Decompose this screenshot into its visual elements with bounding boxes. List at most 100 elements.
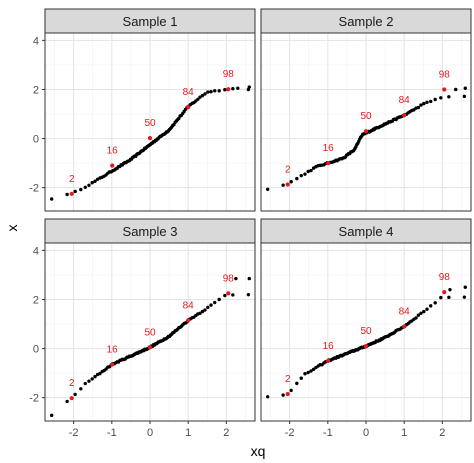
data-point xyxy=(429,304,433,308)
percentile-point xyxy=(285,391,290,397)
y-axis-ticks: -2 0 2 4 -2 0 2 4 xyxy=(29,35,45,405)
data-point xyxy=(429,99,433,104)
data-point xyxy=(87,183,91,187)
data-point xyxy=(73,189,77,194)
data-point xyxy=(231,87,235,91)
y-tick-label: 4 xyxy=(33,245,39,257)
percentile-point xyxy=(110,163,115,168)
percentile-label: 16 xyxy=(107,146,119,157)
percentile-label: 2 xyxy=(285,374,291,385)
data-point xyxy=(309,369,313,373)
data-point xyxy=(234,276,238,281)
percentile-label: 50 xyxy=(360,111,372,122)
percentile-label: 50 xyxy=(144,327,156,338)
data-point xyxy=(311,367,316,371)
x-tick-label: -2 xyxy=(69,427,79,439)
y-tick-label: 0 xyxy=(33,134,39,146)
percentile-point xyxy=(285,182,290,187)
x-tick-label: 1 xyxy=(185,427,191,439)
data-point xyxy=(299,376,303,380)
data-point xyxy=(90,377,94,381)
facet-strip xyxy=(260,8,472,34)
data-point xyxy=(236,86,240,90)
percentile-label: 98 xyxy=(223,273,235,284)
data-point xyxy=(206,90,210,94)
data-point xyxy=(462,295,467,299)
x-tick-label: 0 xyxy=(363,427,369,439)
data-point xyxy=(447,295,451,300)
data-point xyxy=(414,316,418,320)
facet-strip xyxy=(260,218,472,244)
data-point xyxy=(79,387,83,391)
data-point xyxy=(49,413,54,418)
data-point xyxy=(463,86,467,90)
data-point xyxy=(433,301,437,305)
data-point xyxy=(265,187,270,191)
x-tick-label: 1 xyxy=(401,427,407,439)
y-tick-label: -2 xyxy=(29,393,39,405)
data-point xyxy=(196,97,200,101)
data-point xyxy=(93,374,97,379)
percentile-label: 84 xyxy=(183,87,195,98)
percentile-label: 84 xyxy=(399,306,411,317)
data-point xyxy=(422,309,426,314)
data-point xyxy=(447,95,451,99)
data-point xyxy=(223,88,227,92)
data-point xyxy=(425,100,429,104)
data-point xyxy=(83,381,87,386)
facet-strip xyxy=(44,218,256,244)
data-point xyxy=(203,92,207,96)
percentile-point xyxy=(326,161,331,166)
percentile-point xyxy=(442,290,447,295)
percentile-point xyxy=(69,191,74,196)
data-point xyxy=(217,89,221,93)
data-point xyxy=(65,192,69,197)
x-tick-label: -1 xyxy=(107,427,117,439)
panel-border xyxy=(260,32,472,212)
data-point xyxy=(73,392,77,397)
facet-panel: Sample 1 2 16 50 84 98 xyxy=(44,8,256,212)
facet-panel: Sample 4 2 16 50 84 98 xyxy=(260,218,472,422)
percentile-point xyxy=(326,358,331,363)
data-point xyxy=(295,176,299,181)
data-point xyxy=(217,297,221,302)
percentile-point xyxy=(363,129,369,134)
x-axis-title: xq xyxy=(251,443,266,459)
data-point xyxy=(209,89,213,94)
data-point xyxy=(246,292,251,297)
percentile-label: 50 xyxy=(144,118,156,129)
y-tick-label: -2 xyxy=(29,183,39,195)
data-point xyxy=(98,371,102,376)
data-point xyxy=(454,87,458,92)
data-point xyxy=(87,379,91,383)
data-point xyxy=(206,305,210,310)
percentile-point xyxy=(402,113,407,118)
facet-panel: Sample 3 2 16 50 84 98 xyxy=(44,218,256,422)
y-tick-label: 2 xyxy=(33,84,39,96)
data-point xyxy=(281,183,285,187)
data-point xyxy=(422,101,426,106)
x-tick-label: 2 xyxy=(439,427,445,439)
data-point xyxy=(416,105,421,110)
percentile-label: 98 xyxy=(439,272,451,283)
data-point xyxy=(295,381,299,386)
percentile-point xyxy=(147,135,153,141)
data-point xyxy=(303,172,307,176)
data-point xyxy=(247,85,251,89)
data-point xyxy=(462,94,467,99)
percentile-point xyxy=(186,105,191,110)
data-point xyxy=(247,276,251,281)
percentile-label: 2 xyxy=(285,164,291,175)
percentile-label: 84 xyxy=(399,95,411,106)
percentile-label: 16 xyxy=(323,341,335,352)
data-point xyxy=(419,311,423,316)
facet-strip-label: Sample 2 xyxy=(339,14,394,29)
data-point xyxy=(203,308,207,312)
percentile-label: 2 xyxy=(69,174,75,185)
data-point xyxy=(289,388,293,393)
data-point xyxy=(223,293,227,298)
x-tick-label: -2 xyxy=(285,427,295,439)
y-tick-label: 2 xyxy=(33,294,39,306)
data-point xyxy=(49,197,54,201)
